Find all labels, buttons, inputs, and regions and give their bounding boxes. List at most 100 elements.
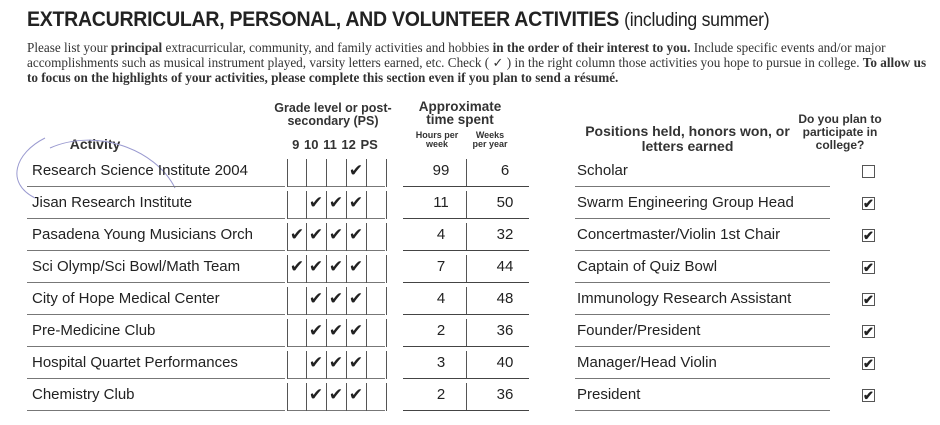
- grade-check-icon[interactable]: ✔: [348, 225, 364, 244]
- table-row: Pasadena Young Musicians Orch ✔ ✔ ✔ ✔ 4 32 C…: [0, 219, 940, 251]
- grade-column-divider: [346, 223, 347, 251]
- intro-text: extracurricular, community, and family a…: [162, 40, 493, 55]
- grade-column-divider: [287, 287, 288, 315]
- table-row: Jisan Research Institute ✔ ✔ ✔ 11 50 Swarm …: [0, 187, 940, 219]
- grade-check-icon[interactable]: ✔: [308, 353, 324, 372]
- grade-check-icon[interactable]: ✔: [328, 353, 344, 372]
- grade-check-icon[interactable]: ✔: [348, 321, 364, 340]
- grade-column-divider: [386, 319, 387, 347]
- row-divider: [575, 282, 830, 283]
- grade-check-icon[interactable]: ✔: [348, 161, 364, 180]
- check-icon: ✔: [863, 388, 874, 403]
- grade-check-icon[interactable]: ✔: [308, 385, 324, 404]
- header-weeks: Weeks per year: [472, 130, 508, 149]
- row-divider: [27, 346, 285, 347]
- hours-per-week: 4: [436, 226, 446, 243]
- hours-per-week: 99: [432, 162, 450, 179]
- grade-column-divider: [326, 191, 327, 219]
- check-icon: ✔: [863, 228, 874, 243]
- grade-column-divider: [306, 383, 307, 411]
- grade-check-icon[interactable]: ✔: [348, 193, 364, 212]
- grade-column-divider: [346, 383, 347, 411]
- college-checkbox[interactable]: [862, 165, 875, 178]
- check-icon: ✔: [863, 196, 874, 211]
- college-checkbox-checked[interactable]: ✔: [862, 325, 875, 338]
- grade-check-icon[interactable]: ✔: [289, 257, 305, 276]
- grade-column-divider: [326, 383, 327, 411]
- grade-check-icon[interactable]: ✔: [328, 385, 344, 404]
- grade-check-icon[interactable]: ✔: [308, 289, 324, 308]
- grade-check-icon[interactable]: ✔: [328, 289, 344, 308]
- college-checkbox-checked[interactable]: ✔: [862, 357, 875, 370]
- grade-column-divider: [366, 319, 367, 347]
- weeks-per-year: 40: [496, 354, 514, 371]
- grade-check-icon[interactable]: ✔: [328, 257, 344, 276]
- weeks-per-year: 44: [496, 258, 514, 275]
- college-checkbox-checked[interactable]: ✔: [862, 389, 875, 402]
- row-divider: [27, 218, 285, 219]
- row-divider: [27, 314, 285, 315]
- row-divider: [287, 186, 385, 187]
- grade-column-divider: [326, 287, 327, 315]
- instructions: Please list your principal extracurricul…: [27, 40, 927, 85]
- grade-column-divider: [287, 191, 288, 219]
- grade-check-icon[interactable]: ✔: [289, 225, 305, 244]
- row-divider: [27, 250, 285, 251]
- intro-bold: To allow us to focus on the highlights o…: [27, 55, 927, 85]
- table-row: City of Hope Medical Center ✔ ✔ ✔ 4 48 Immu…: [0, 283, 940, 315]
- row-divider: [403, 218, 529, 219]
- grade-column-divider: [366, 223, 367, 251]
- row-divider: [403, 250, 529, 251]
- row-divider: [27, 378, 285, 379]
- grade-column-divider: [306, 191, 307, 219]
- grade-column-divider: [386, 191, 387, 219]
- grade-column-divider: [326, 351, 327, 379]
- college-checkbox-checked[interactable]: ✔: [862, 229, 875, 242]
- grade-check-icon[interactable]: ✔: [348, 353, 364, 372]
- grade-column-divider: [366, 287, 367, 315]
- grade-column-divider: [386, 287, 387, 315]
- time-column-divider: [466, 351, 467, 379]
- grade-check-icon[interactable]: ✔: [328, 225, 344, 244]
- grade-check-icon[interactable]: ✔: [308, 193, 324, 212]
- college-checkbox-checked[interactable]: ✔: [862, 197, 875, 210]
- header-grade: Grade level or post-secondary (PS): [274, 101, 392, 128]
- row-divider: [403, 282, 529, 283]
- section-title: EXTRACURRICULAR, PERSONAL, AND VOLUNTEER…: [27, 8, 770, 32]
- grade-column-divider: [287, 223, 288, 251]
- grade-check-icon[interactable]: ✔: [308, 225, 324, 244]
- grade-column-divider: [287, 159, 288, 187]
- intro-text: Include specific events and/or major acc…: [27, 40, 886, 70]
- row-divider: [287, 250, 385, 251]
- row-divider: [575, 314, 830, 315]
- grade-column-divider: [366, 159, 367, 187]
- grade-check-icon[interactable]: ✔: [348, 257, 364, 276]
- college-checkbox-checked[interactable]: ✔: [862, 261, 875, 274]
- position-held: Swarm Engineering Group Head: [577, 194, 794, 211]
- grade-column-divider: [366, 255, 367, 283]
- intro-bold: in the order of their interest to you.: [492, 40, 691, 55]
- title-sub: (including summer): [624, 10, 770, 31]
- grade-check-icon[interactable]: ✔: [328, 193, 344, 212]
- time-column-divider: [466, 223, 467, 251]
- row-divider: [403, 346, 529, 347]
- weeks-per-year: 6: [500, 162, 510, 179]
- table-row: Hospital Quartet Performances ✔ ✔ ✔ 3 40 Ma…: [0, 347, 940, 379]
- grade-column-divider: [306, 255, 307, 283]
- grade-check-icon[interactable]: ✔: [348, 289, 364, 308]
- grade-check-icon[interactable]: ✔: [348, 385, 364, 404]
- grade-column-divider: [287, 255, 288, 283]
- row-divider: [575, 186, 830, 187]
- table-row: Pre-Medicine Club ✔ ✔ ✔ 2 36 Founder/Presid…: [0, 315, 940, 347]
- weeks-per-year: 36: [496, 322, 514, 339]
- title-main: EXTRACURRICULAR, PERSONAL, AND VOLUNTEER…: [27, 8, 619, 31]
- college-checkbox-checked[interactable]: ✔: [862, 293, 875, 306]
- activity-name: Research Science Institute 2004: [32, 162, 248, 179]
- grade-check-icon[interactable]: ✔: [308, 321, 324, 340]
- grade-check-icon[interactable]: ✔: [328, 321, 344, 340]
- grade-column-divider: [386, 255, 387, 283]
- check-icon: ✔: [863, 260, 874, 275]
- grade-column-divider: [366, 383, 367, 411]
- grade-check-icon[interactable]: ✔: [308, 257, 324, 276]
- header-time: Approximate time spent: [418, 99, 502, 127]
